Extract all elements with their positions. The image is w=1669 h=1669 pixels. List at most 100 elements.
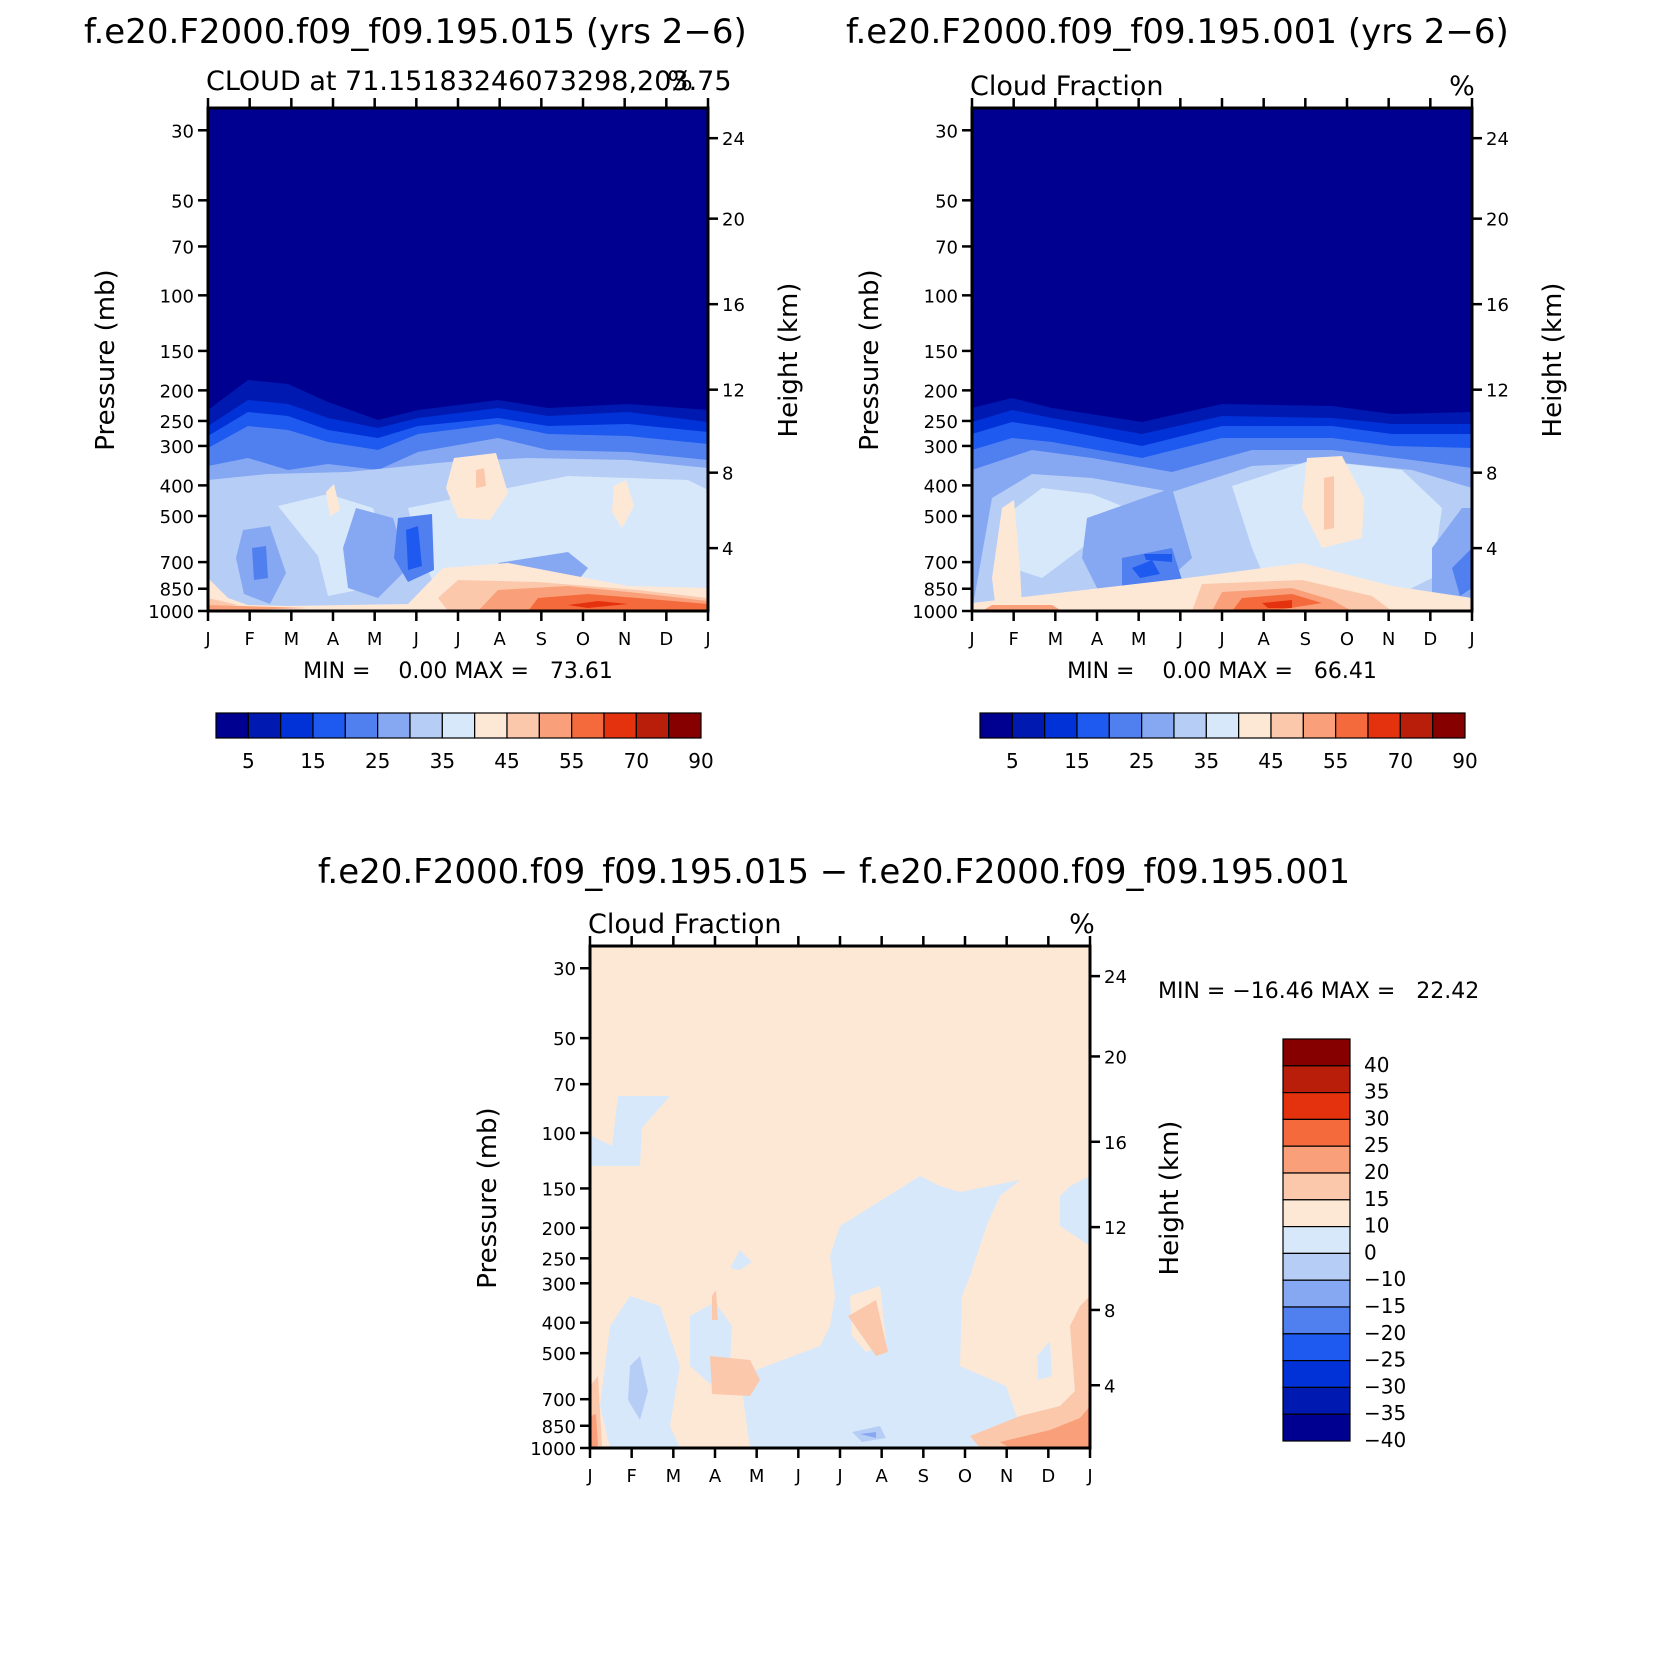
y-tick-label: 200 [542,1219,576,1240]
colorbar-swatch [1282,1386,1351,1415]
y-right-tick-label: 8 [1486,464,1497,485]
x-tick-label: A [327,629,340,650]
y-right-tick-label: 16 [1486,295,1509,316]
colorbar-label: 25 [1129,749,1154,773]
colorbar-swatch [377,712,411,739]
colorbar-swatch [1076,712,1110,739]
y-tick-label: 400 [924,476,958,497]
y-tick-label: 500 [542,1344,576,1365]
y-right-tick-label: 12 [722,381,745,402]
colorbar-swatch [409,712,443,739]
y-tick-label: 700 [542,1390,576,1411]
y-right-tick-label: 4 [1104,1376,1115,1397]
y-tick-label: 300 [924,437,958,458]
y-tick-label: 150 [160,342,194,363]
y-tick-label: 30 [935,121,958,142]
x-tick-label: S [918,1466,929,1487]
panel-3-ylabel: Pressure (mb) [473,1107,503,1288]
x-tick-label: J [204,629,210,650]
x-tick-label: J [586,1466,592,1487]
colorbar-swatch [312,712,346,739]
x-tick-label: F [244,629,254,650]
y-right-tick-label: 20 [1486,210,1509,231]
colorbar-swatch [1282,1279,1351,1308]
x-tick-label: J [1218,629,1224,650]
y-tick-label: 70 [935,237,958,258]
colorbar-swatch [1282,1413,1351,1442]
x-tick-label: J [1468,629,1474,650]
colorbar-swatch [247,712,282,739]
x-tick-label: D [659,629,673,650]
colorbar-swatch [1282,1225,1351,1254]
y-right-tick-label: 20 [1104,1047,1127,1068]
colorbar-swatch [1282,1172,1351,1201]
colorbar-swatch [506,712,540,739]
colorbar-label: 35 [1194,749,1219,773]
colorbar-swatch [1367,712,1401,739]
panel-2-subtitle-right: % [1449,71,1475,102]
colorbar-swatch [344,712,379,739]
y-right-tick-label: 4 [722,539,733,560]
y-tick-label: 70 [171,237,194,258]
x-tick-label: J [1086,1466,1092,1487]
panel-2-colorbar: 5 15 25 35 45 55 70 90 [979,712,1478,773]
panel-2-y-axis-right: 24 20 16 12 8 4 [1472,129,1509,560]
colorbar-swatch [280,712,314,739]
panel-1-minmax: MIN = 0.00 MAX = 73.61 [303,659,613,684]
panel-2-ylabel-right: Height (km) [1538,283,1568,438]
x-tick-label: D [1423,629,1437,650]
x-tick-label: O [576,629,590,650]
colorbar-label: −40 [1364,1428,1406,1452]
x-tick-label: A [876,1466,889,1487]
panel-2-minmax: MIN = 0.00 MAX = 66.41 [1067,659,1377,684]
colorbar-swatch [1282,1199,1351,1228]
panel-2-ylabel: Pressure (mb) [855,269,885,450]
colorbar-label: 70 [624,749,649,773]
x-tick-label: J [795,1466,801,1487]
colorbar-label: 0 [1364,1240,1377,1264]
colorbar-swatch [474,712,508,739]
panel-1-title: f.e20.F2000.f09_f09.195.015 (yrs 2−6) [84,12,747,52]
colorbar-label: −35 [1364,1401,1406,1425]
colorbar-swatch [603,712,637,739]
x-tick-label: J [454,629,460,650]
y-tick-label: 300 [542,1274,576,1295]
colorbar-swatch [538,712,573,739]
panel-3-minmax: MIN = −16.46 MAX = 22.42 [1158,979,1479,1004]
panel-2-plot-area [972,108,1472,611]
colorbar-label: −10 [1364,1267,1406,1291]
colorbar-label: 70 [1388,749,1413,773]
colorbar-swatch [1282,1359,1351,1388]
y-right-tick-label: 8 [722,464,733,485]
colorbar-label: 55 [1323,749,1348,773]
colorbar-label: 30 [1364,1106,1389,1130]
colorbar-label: 45 [494,749,519,773]
colorbar-label: 90 [1452,749,1477,773]
x-tick-label: A [1091,629,1104,650]
colorbar-swatch [1173,712,1207,739]
y-tick-label: 100 [160,286,194,307]
y-right-tick-label: 4 [1486,539,1497,560]
colorbar-swatch [1282,1145,1351,1174]
x-tick-label: D [1041,1466,1055,1487]
colorbar-swatch [1044,712,1078,739]
y-tick-label: 1000 [530,1439,576,1460]
x-tick-label: M [284,629,300,650]
panel-3-subtitle-left: Cloud Fraction [588,909,781,940]
colorbar-swatch [1282,1065,1351,1094]
colorbar-swatch [215,712,249,739]
y-tick-label: 300 [160,437,194,458]
y-tick-label: 200 [924,381,958,402]
y-tick-label: 250 [924,412,958,433]
y-tick-label: 500 [160,507,194,528]
y-tick-label: 850 [160,580,194,601]
panel-1: f.e20.F2000.f09_f09.195.015 (yrs 2−6) CL… [84,12,804,773]
colorbar-label: 5 [242,749,255,773]
colorbar-label: 35 [1364,1080,1389,1104]
colorbar-label: 5 [1006,749,1019,773]
panel-3-y-axis-right: 24 20 16 12 8 4 [1090,967,1127,1397]
colorbar-swatch [668,712,702,739]
y-tick-label: 700 [924,553,958,574]
